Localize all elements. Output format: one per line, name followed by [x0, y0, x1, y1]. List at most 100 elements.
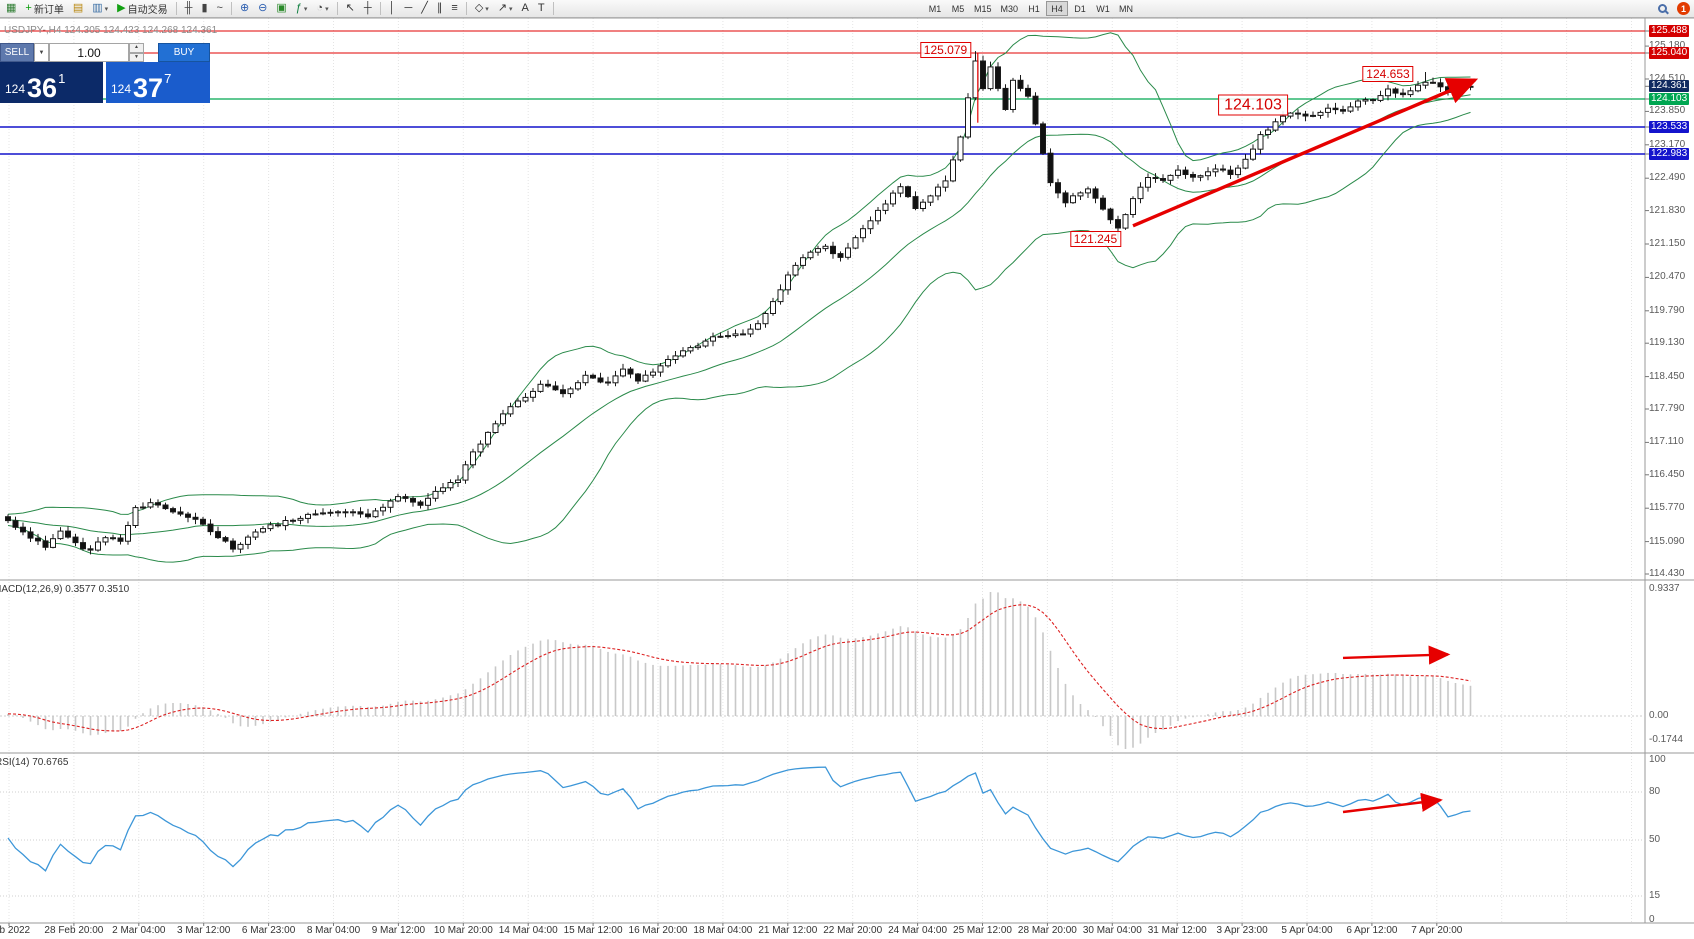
timeframe-m30-button[interactable]: M30 [997, 1, 1023, 16]
charts-icon: ▤ [72, 2, 84, 14]
horizontal-line-icon: ─ [404, 2, 413, 14]
horizontal-line-button[interactable]: ─ [400, 1, 416, 17]
cursor-button[interactable]: ↖ [342, 1, 359, 17]
buy-price-point: 7 [164, 71, 172, 86]
new-order-icon: + [25, 2, 32, 14]
trend-line-icon: ╱ [421, 2, 428, 14]
sell-price-display[interactable]: 124 36 1 [0, 62, 103, 103]
text-label-button[interactable]: T [534, 1, 549, 17]
fibonacci-button[interactable]: ≡ [447, 1, 461, 17]
search-button[interactable] [1654, 1, 1671, 17]
trend-arrow[interactable] [1132, 78, 1479, 228]
crosshair-button[interactable]: ┼ [360, 1, 376, 17]
auto-trading-label: 自动交易 [127, 5, 168, 16]
timeframe-mn-button[interactable]: MN [1115, 1, 1137, 16]
price-callout[interactable]: 124.103 [1218, 94, 1288, 116]
channel-icon: ∥ [436, 2, 443, 14]
bollinger-lower-band [7, 111, 1471, 563]
rsi-line [7, 766, 1471, 872]
auto-trading-icon: ▶ [117, 2, 126, 14]
shapes-button[interactable]: ◇ ▾ [471, 1, 493, 17]
new-order-label: 新订单 [33, 5, 64, 16]
clock-icon: ◔ [316, 2, 324, 14]
price-callout[interactable]: 125.079 [919, 42, 972, 59]
chevron-down-icon: ▾ [303, 5, 308, 13]
new-order-button[interactable]: + 新订单 [21, 1, 67, 17]
timeframe-m1-button[interactable]: M1 [924, 1, 946, 16]
toolbar-divider [552, 2, 554, 15]
auto-trading-button[interactable]: ▶ 自动交易 [113, 1, 171, 17]
vertical-line-button[interactable]: │ [385, 1, 400, 17]
toolbar-divider [230, 2, 232, 15]
macd-panel [0, 592, 1645, 749]
sell-button[interactable]: SELL [0, 43, 34, 62]
new-chart-button[interactable]: ▦ [2, 1, 20, 17]
price-callout[interactable]: 124.653 [1362, 65, 1414, 82]
arrows-button[interactable]: ↗ ▾ [494, 1, 517, 17]
one-click-trading-panel: SELL ▼ ▲ ▼ BUY 124 36 1 124 37 7 [0, 43, 210, 103]
toolbar-divider [175, 2, 177, 15]
timeframe-h4-button[interactable]: H4 [1046, 1, 1069, 16]
indicators-button[interactable]: ƒ ▾ [292, 1, 312, 17]
zoom-in-icon: ⊕ [239, 2, 250, 14]
zoom-out-button[interactable]: ⊖ [254, 1, 271, 17]
timeframe-m5-button[interactable]: M5 [947, 1, 969, 16]
chevron-down-icon: ▼ [38, 49, 45, 56]
timeframe-d1-button[interactable]: D1 [1069, 1, 1091, 16]
toolbar-divider [379, 2, 381, 15]
timeframe-w1-button[interactable]: W1 [1092, 1, 1114, 16]
bollinger-middle-band [7, 94, 1471, 536]
sell-price-point: 1 [58, 71, 66, 86]
tile-windows-icon: ▣ [276, 2, 287, 14]
trend-line-button[interactable]: ╱ [417, 1, 432, 17]
shapes-icon: ◇ [474, 2, 484, 14]
macd-arrow[interactable] [1342, 645, 1451, 665]
volume-stepper: ▲ ▼ [129, 43, 144, 62]
toolbar-right-group: 1 [1654, 0, 1690, 17]
buy-button[interactable]: BUY [158, 43, 210, 62]
volume-decrease-button[interactable]: ▼ [129, 52, 144, 62]
line-chart-icon: ~ [216, 2, 223, 14]
vertical-line-icon: │ [388, 2, 396, 14]
indicators-icon: ƒ [295, 2, 302, 14]
buy-price-pips: 37 [133, 73, 164, 104]
line-chart-button[interactable]: ~ [213, 1, 227, 17]
buy-price-display[interactable]: 124 37 7 [106, 62, 210, 103]
price-callout[interactable]: 121.245 [1069, 230, 1122, 247]
timeframe-h1-button[interactable]: H1 [1023, 1, 1045, 16]
profiles-button[interactable]: ▥ ▾ [88, 1, 112, 17]
toolbar-divider [336, 2, 338, 15]
chevron-down-icon: ▾ [325, 5, 329, 13]
rsi-label: RSI(14) 70.6765 [0, 757, 69, 768]
macd-signal-line [7, 604, 1471, 732]
gridlines [8, 18, 1632, 923]
toolbar-divider [465, 2, 467, 15]
channel-button[interactable]: ∥ [433, 1, 447, 17]
search-icon [1658, 4, 1667, 13]
tile-windows-button[interactable]: ▣ [272, 1, 290, 17]
trade-panel-controls: SELL ▼ ▲ ▼ BUY [0, 43, 210, 62]
timeframe-m15-button[interactable]: M15 [970, 1, 996, 16]
charts-button[interactable]: ▤ [69, 1, 87, 17]
rsi-panel [0, 766, 1645, 897]
candles [5, 51, 1474, 555]
clock-button[interactable]: ◔ ▾ [312, 1, 332, 17]
notification-badge[interactable]: 1 [1677, 2, 1690, 15]
zoom-in-button[interactable]: ⊕ [236, 1, 253, 17]
crosshair-icon: ┼ [363, 2, 372, 14]
candle-chart-icon: ▮ [201, 2, 208, 14]
rsi-arrow[interactable] [1342, 792, 1443, 814]
text-button[interactable]: A [518, 1, 533, 17]
volume-input[interactable] [49, 43, 129, 62]
volume-increase-button[interactable]: ▲ [129, 43, 144, 53]
profiles-icon: ▥ [92, 2, 103, 14]
bar-chart-button[interactable]: ╫ [181, 1, 197, 17]
volume-dropdown-button[interactable]: ▼ [34, 43, 49, 62]
fibonacci-icon: ≡ [451, 2, 458, 14]
toolbar-icon-group: ▦ + 新订单 ▤ ▥ ▾ ▶ 自动交易 ╫ ▮ ~ ⊕ ⊖ ▣ ƒ ▾ ◔ ▾ ↖ ┼ │ ─ ╱ ∥ ≡ ◇ ▾ ↗ ▾ A T [2, 0, 557, 17]
zoom-out-icon: ⊖ [258, 2, 268, 14]
toolbar: ▦ + 新订单 ▤ ▥ ▾ ▶ 自动交易 ╫ ▮ ~ ⊕ ⊖ ▣ ƒ ▾ ◔ ▾ ↖ ┼ │ ─ ╱ ∥ ≡ ◇ ▾ ↗ ▾ A T M1 M… [0, 0, 1694, 18]
candle-chart-button[interactable]: ▮ [197, 1, 211, 17]
